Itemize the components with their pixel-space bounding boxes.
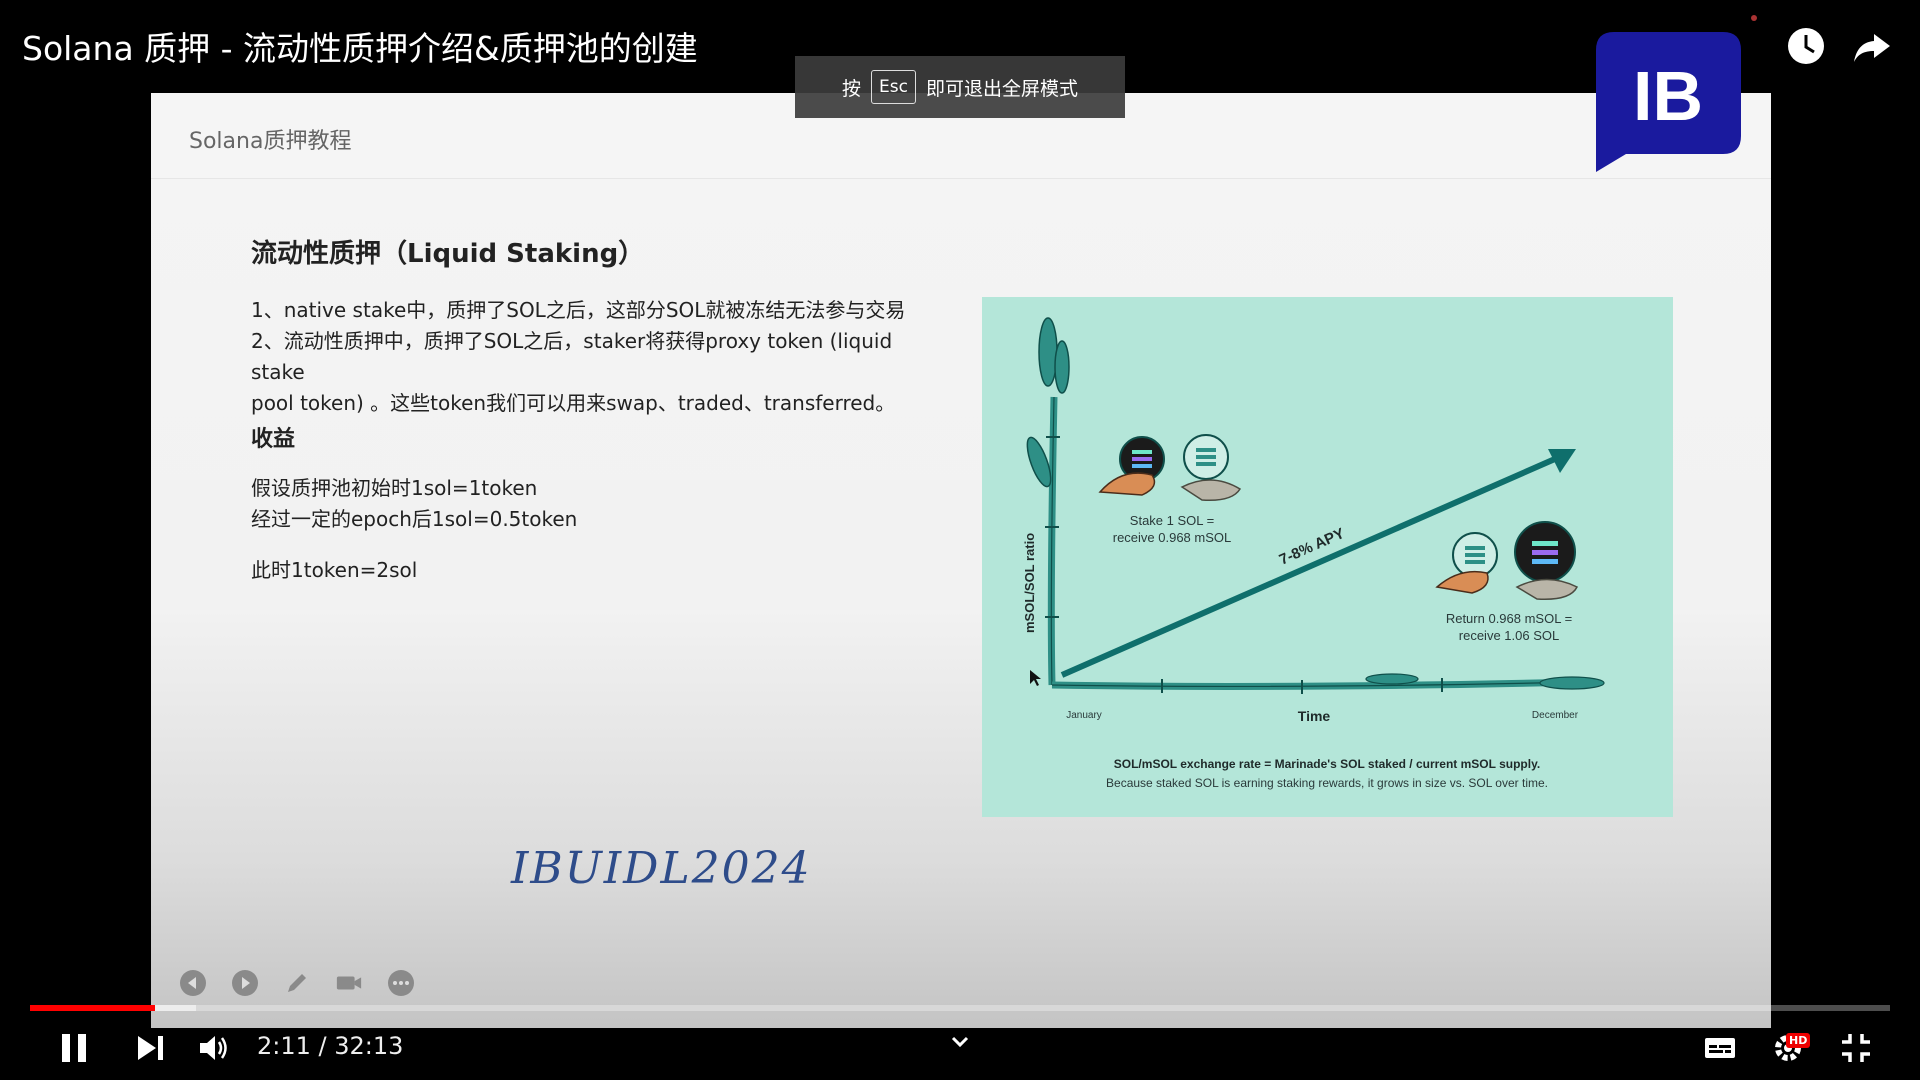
exit-fullscreen-button[interactable] (1838, 1028, 1874, 1068)
camera-icon[interactable] (335, 969, 363, 997)
pause-icon (62, 1034, 86, 1062)
time-display: 2:11 / 32:13 (257, 1032, 404, 1060)
channel-logo-text: IB (1633, 57, 1703, 135)
progress-played (30, 1005, 155, 1011)
recording-dot (1751, 15, 1757, 21)
next-icon (138, 1036, 163, 1060)
stake-note-1: Stake 1 SOL = (1130, 513, 1214, 528)
footer-line-2: Because staked SOL is earning staking re… (1106, 776, 1548, 790)
pen-icon[interactable] (283, 969, 311, 997)
return-note-2: receive 1.06 SOL (1459, 628, 1559, 643)
slide-heading: 流动性质押（Liquid Staking） (251, 239, 645, 269)
yield-heading: 收益 (251, 427, 296, 452)
conclusion-line: 此时1token=2sol (251, 558, 418, 582)
next-button[interactable] (132, 1028, 168, 1068)
chevron-down-icon[interactable] (948, 1030, 972, 1054)
yield-line: 经过一定的epoch后1sol=0.5token (251, 507, 578, 531)
intro-line: 1、native stake中，质押了SOL之后，这部分SOL就被冻结无法参与交… (251, 298, 906, 322)
subtitles-button[interactable] (1702, 1028, 1738, 1068)
share-icon[interactable] (1852, 26, 1892, 66)
bamboo-x-axis (1051, 673, 1605, 694)
pause-button[interactable] (56, 1028, 92, 1068)
yield-paragraph: 假设质押池初始时1sol=1token 经过一定的epoch后1sol=0.5t… (251, 473, 577, 535)
intro-paragraph: 1、native stake中，质押了SOL之后，这部分SOL就被冻结无法参与交… (251, 295, 951, 419)
return-coins-illustration (1435, 521, 1579, 600)
volume-button[interactable] (196, 1028, 232, 1068)
channel-logo: IB (1596, 32, 1741, 172)
intro-line: 2、流动性质押中，质押了SOL之后，staker将获得proxy token (… (251, 329, 893, 384)
toast-suffix: 即可退出全屏模式 (925, 77, 1078, 100)
x-axis-label: Time (1298, 708, 1331, 724)
video-title: Solana 质押 - 流动性质押介绍&质押池的创建 (22, 29, 698, 68)
return-note-1: Return 0.968 mSOL = (1446, 611, 1572, 626)
liquid-staking-diagram: mSOL/SOL ratio Stake 1 SOL = receive 0.9… (982, 297, 1673, 817)
cursor-icon (1030, 670, 1041, 686)
stake-note-2: receive 0.968 mSOL (1113, 530, 1232, 545)
player-controls (0, 1020, 1920, 1080)
next-slide-icon[interactable] (231, 969, 259, 997)
trend-label: 7-8% APY (1277, 525, 1347, 569)
clock-icon[interactable] (1786, 26, 1826, 66)
esc-key: Esc (871, 70, 916, 104)
slide-toolbar (179, 969, 415, 997)
yield-line: 假设质押池初始时1sol=1token (251, 476, 538, 500)
footer-line-1: SOL/mSOL exchange rate = Marinade's SOL … (1114, 757, 1540, 771)
stake-coins-illustration (1098, 434, 1242, 502)
hd-badge: HD (1786, 1033, 1811, 1048)
y-axis-label: mSOL/SOL ratio (1022, 533, 1037, 633)
course-title: Solana质押教程 (189, 129, 352, 154)
fullscreen-toast: 按 Esc 即可退出全屏模式 (795, 56, 1125, 118)
watermark: IBUIDL2024 (511, 843, 812, 894)
intro-line: pool token) 。这些token我们可以用来swap、traded、tr… (251, 391, 896, 415)
x-end-label: December (1532, 710, 1579, 721)
progress-bar[interactable] (30, 1005, 1890, 1011)
bamboo-y-axis (1026, 317, 1070, 686)
prev-slide-icon[interactable] (179, 969, 207, 997)
x-start-label: January (1066, 710, 1102, 721)
volume-icon (200, 1036, 227, 1060)
toast-prefix: 按 (842, 77, 862, 100)
more-icon[interactable] (387, 969, 415, 997)
trend-arrow (1060, 449, 1576, 678)
slide: Solana质押教程 流动性质押（Liquid Staking） 1、nativ… (151, 93, 1771, 1028)
subtitles-icon (1705, 1038, 1735, 1058)
exit-fullscreen-icon (1842, 1034, 1870, 1062)
